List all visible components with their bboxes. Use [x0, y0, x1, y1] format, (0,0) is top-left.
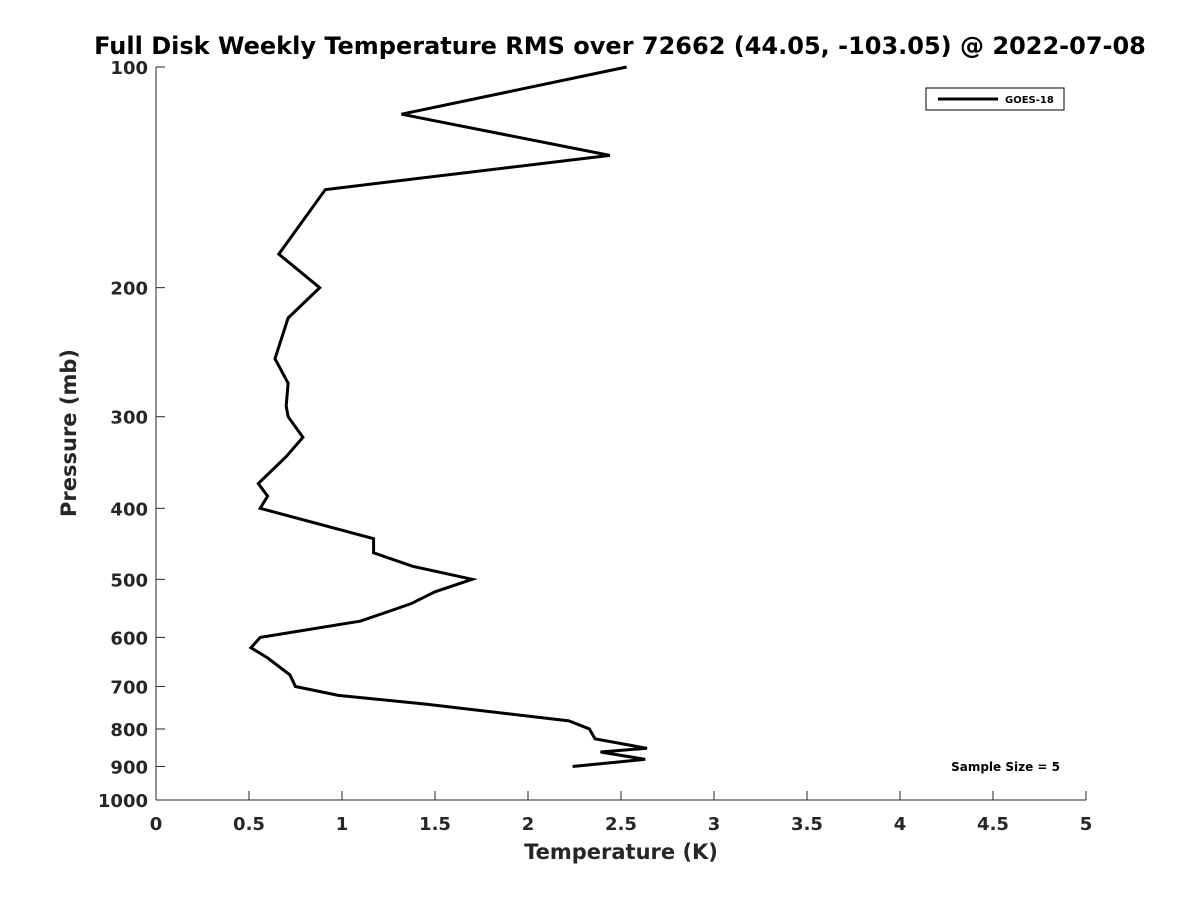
x-tick-label: 5 — [1080, 814, 1093, 835]
x-tick-label: 1 — [336, 814, 349, 835]
chart-title: Full Disk Weekly Temperature RMS over 72… — [94, 32, 1146, 60]
y-ticks: 100 200 300 400 500 600 700 800 900 1000 — [98, 58, 165, 812]
y-tick-label: 800 — [110, 720, 148, 741]
legend: GOES-18 — [925, 87, 1065, 111]
y-tick-label: 600 — [110, 628, 148, 649]
x-tick-label: 2.5 — [605, 814, 637, 835]
y-tick-label: 200 — [110, 279, 148, 300]
x-tick-label: 4 — [894, 814, 907, 835]
x-tick-label: 4.5 — [977, 814, 1009, 835]
x-tick-label: 1.5 — [419, 814, 451, 835]
y-tick-label: 300 — [110, 408, 148, 429]
y-tick-label: 900 — [110, 757, 148, 778]
x-tick-label: 3 — [708, 814, 721, 835]
y-tick-label: 1000 — [98, 791, 148, 812]
x-axis-label: Temperature (K) — [524, 840, 718, 864]
legend-label-goes-18: GOES-18 — [1005, 95, 1054, 106]
sample-size-annotation: Sample Size = 5 — [951, 760, 1060, 774]
y-axis-label: Pressure (mb) — [57, 349, 81, 517]
x-ticks: 0 0.5 1 1.5 2 2.5 3 3.5 4 4.5 5 — [150, 791, 1093, 835]
series-layer — [248, 65, 648, 768]
x-tick-label: 3.5 — [791, 814, 823, 835]
x-tick-label: 0 — [150, 814, 163, 835]
x-tick-label: 0.5 — [233, 814, 265, 835]
y-tick-label: 400 — [110, 499, 148, 520]
y-tick-label: 100 — [110, 58, 148, 79]
y-tick-label: 500 — [110, 570, 148, 591]
x-tick-label: 2 — [522, 814, 535, 835]
y-tick-label: 700 — [110, 677, 148, 698]
series-line-goes-18 — [248, 65, 648, 768]
